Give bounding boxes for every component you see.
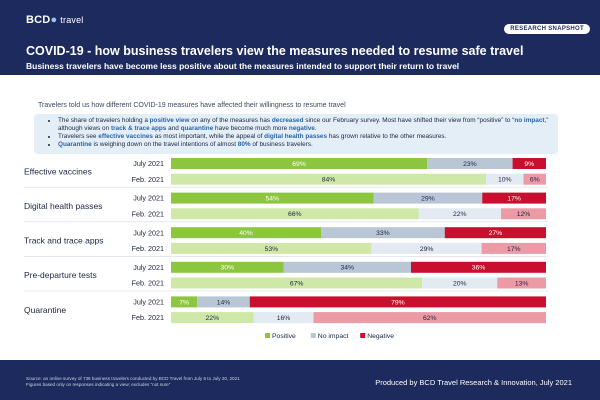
bar-segment <box>501 208 546 220</box>
data-label: 40% <box>239 230 253 237</box>
bar-segment <box>313 312 546 324</box>
data-label: 29% <box>421 196 435 203</box>
header-banner <box>0 0 600 75</box>
period-label: July 2021 <box>133 228 164 237</box>
data-label: 12% <box>517 211 531 218</box>
bar-segment <box>418 208 501 220</box>
footer-banner <box>0 360 600 400</box>
page-title: COVID-19 - how business travelers view t… <box>26 44 524 58</box>
bar-segment <box>283 261 411 273</box>
category-label: Digital health passes <box>24 201 102 211</box>
period-label: July 2021 <box>133 263 164 272</box>
data-label: 34% <box>340 265 354 272</box>
source-note: Source: an online survey of 738 business… <box>26 376 306 388</box>
bar-segment <box>481 242 546 254</box>
data-label: 22% <box>205 315 219 322</box>
bar-segment <box>171 242 372 254</box>
data-label: 17% <box>507 246 521 253</box>
key-finding-item: The share of travelers holding a positiv… <box>58 117 558 133</box>
data-label: 66% <box>288 211 302 218</box>
data-label: 27% <box>489 230 503 237</box>
source-line: Figures based only on responses indicati… <box>26 382 171 387</box>
research-snapshot-badge: RESEARCH SNAPSHOT <box>504 24 590 34</box>
bar-segment <box>373 192 483 204</box>
data-label: 23% <box>463 161 477 168</box>
data-label: 62% <box>423 315 437 322</box>
bar-segment <box>171 158 428 169</box>
legend-label: Positive <box>272 333 296 340</box>
bar-segment <box>171 208 419 220</box>
bar-segment <box>512 158 546 169</box>
category-label: Pre-departure tests <box>24 270 97 280</box>
bar-segment <box>321 227 445 239</box>
data-label: 84% <box>322 177 336 184</box>
legend-swatch <box>310 333 316 338</box>
bar-segment <box>411 261 546 273</box>
key-findings-list: The share of travelers holding a positiv… <box>34 114 558 149</box>
period-label: Feb. 2021 <box>132 209 164 218</box>
produced-by: Produced by BCD Travel Research & Innova… <box>375 378 572 387</box>
bar-segment <box>253 312 314 324</box>
period-label: Feb. 2021 <box>132 313 164 322</box>
bar-segment <box>171 227 321 239</box>
bar-segment <box>171 192 374 204</box>
category-label: Quarantine <box>24 305 66 315</box>
data-label: 6% <box>530 177 540 184</box>
data-label: 33% <box>376 230 390 237</box>
period-label: July 2021 <box>133 159 164 168</box>
bar-segment <box>486 173 524 185</box>
bar-segment <box>482 192 546 204</box>
bar-segment <box>523 173 546 185</box>
category-label: Effective vaccines <box>24 166 92 176</box>
data-label: 10% <box>498 177 512 184</box>
data-label: 9% <box>524 161 534 168</box>
data-label: 67% <box>290 280 304 287</box>
chart-intro: Travelers told us how different COVID-19… <box>38 102 346 109</box>
data-label: 16% <box>277 315 291 322</box>
category-label: Track and trace apps <box>24 236 104 246</box>
bar-segment <box>249 296 546 308</box>
bar-segment <box>171 312 254 324</box>
key-findings-box: The share of travelers holding a positiv… <box>34 114 558 154</box>
key-finding-item: Quarantine is weighing down on the trave… <box>58 141 558 149</box>
period-label: Feb. 2021 <box>132 175 164 184</box>
bar-segment <box>171 173 486 185</box>
bar-segment <box>444 227 546 239</box>
legend-label: Negative <box>367 333 394 340</box>
bar-segment <box>197 296 250 308</box>
bcd-logo: BCD● travel <box>26 14 84 26</box>
data-label: 17% <box>507 196 521 203</box>
legend-swatch <box>360 333 366 338</box>
period-label: July 2021 <box>133 194 164 203</box>
key-finding-item: Travelers see effective vaccines as most… <box>58 133 558 141</box>
data-label: 36% <box>472 265 486 272</box>
data-label: 30% <box>220 265 234 272</box>
data-label: 54% <box>265 196 279 203</box>
legend-label: No impact <box>318 333 349 340</box>
period-label: Feb. 2021 <box>132 244 164 253</box>
bar-segment <box>371 242 482 254</box>
data-label: 79% <box>391 299 405 306</box>
data-label: 14% <box>217 299 231 306</box>
bar-segment <box>427 158 513 169</box>
data-label: 22% <box>453 211 467 218</box>
bar-segment <box>422 277 498 289</box>
period-label: Feb. 2021 <box>132 279 164 288</box>
data-label: 20% <box>453 280 467 287</box>
data-label: 7% <box>179 299 189 306</box>
period-label: July 2021 <box>133 298 164 307</box>
data-label: 29% <box>420 246 434 253</box>
bar-segment <box>171 296 198 308</box>
legend-swatch <box>265 333 270 338</box>
bar-segment <box>171 277 423 289</box>
data-label: 69% <box>292 161 306 168</box>
bar-segment <box>171 261 284 273</box>
bar-segment <box>497 277 546 289</box>
page-subtitle: Business travelers have become less posi… <box>26 61 460 71</box>
data-label: 53% <box>265 246 279 253</box>
source-line: Source: an online survey of 738 business… <box>26 376 240 381</box>
data-label: 13% <box>515 280 529 287</box>
